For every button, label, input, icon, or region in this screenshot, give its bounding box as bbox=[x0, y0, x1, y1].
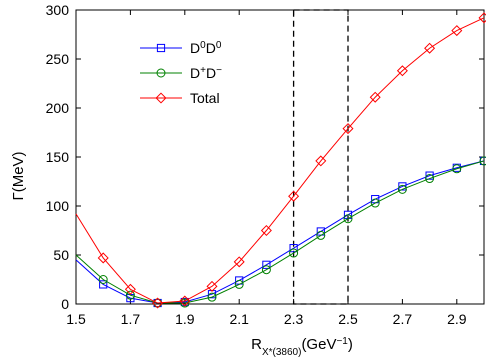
legend-label-superscript: 0 bbox=[216, 40, 222, 51]
x-tick-label: 1.9 bbox=[175, 311, 195, 327]
data-point bbox=[156, 68, 166, 78]
data-point bbox=[425, 171, 434, 180]
data-point bbox=[479, 156, 486, 166]
series-total bbox=[75, 12, 486, 309]
data-point bbox=[233, 256, 245, 268]
data-point bbox=[451, 25, 463, 37]
data-point bbox=[125, 290, 135, 300]
x-tick-label: 1.5 bbox=[66, 311, 86, 327]
data-point bbox=[207, 292, 217, 302]
data-point bbox=[124, 283, 136, 295]
data-point bbox=[262, 260, 271, 269]
x-axis-title: RX*(3860)(GeV−1) bbox=[251, 336, 353, 358]
data-point bbox=[342, 123, 354, 135]
legend-entry: D+D− bbox=[140, 65, 222, 82]
y-tick-label: 50 bbox=[53, 247, 69, 263]
data-point bbox=[315, 155, 327, 167]
legend-label-base: D bbox=[190, 65, 200, 81]
data-point bbox=[98, 275, 108, 284]
data-point bbox=[316, 230, 326, 240]
series-layer bbox=[75, 12, 486, 309]
legend-label-base: Total bbox=[190, 90, 220, 106]
legend-entry: D0D0 bbox=[140, 40, 222, 57]
legend-label-base: D bbox=[206, 65, 216, 81]
data-point bbox=[398, 182, 407, 191]
data-point bbox=[289, 248, 299, 258]
data-point bbox=[180, 298, 190, 308]
data-point bbox=[99, 280, 108, 289]
series-line bbox=[75, 160, 485, 304]
y-tick-label: 150 bbox=[46, 149, 70, 165]
tick-labels: 1.5 1.7 1.9 2.1 2.3 2.5 2.7 2.9 0 50 100 150 200 250 3… bbox=[46, 2, 467, 327]
legend-label: D0D0 bbox=[190, 40, 222, 57]
x-axis-title-units-close: ) bbox=[348, 336, 353, 353]
data-point bbox=[425, 174, 435, 184]
x-axis-title-subscript: X*(3860) bbox=[262, 347, 301, 358]
x-axis-title-units-exponent: −1 bbox=[336, 336, 348, 347]
x-tick-label: 2.1 bbox=[229, 311, 249, 327]
legend-label-superscript: + bbox=[200, 65, 206, 76]
x-tick-label: 1.7 bbox=[121, 311, 141, 327]
x-tick-label: 2.7 bbox=[393, 311, 413, 327]
x-tick-label: 2.5 bbox=[338, 311, 358, 327]
data-point bbox=[343, 214, 353, 224]
y-tick-label: 100 bbox=[46, 198, 70, 214]
data-point bbox=[452, 164, 462, 174]
data-point bbox=[97, 252, 109, 264]
y-tick-label: 200 bbox=[46, 100, 70, 116]
data-point bbox=[156, 43, 166, 53]
x-tick-label: 2.9 bbox=[447, 311, 467, 327]
legend-label: Total bbox=[190, 90, 220, 106]
legend-label-base: D bbox=[206, 40, 216, 56]
x-axis-title-units: (GeV bbox=[301, 336, 336, 353]
x-tick-label: 2.3 bbox=[284, 311, 304, 327]
data-point bbox=[369, 91, 381, 103]
y-tick-label: 250 bbox=[46, 51, 70, 67]
data-point bbox=[396, 65, 408, 77]
legend-label: D+D− bbox=[190, 65, 222, 82]
data-point bbox=[260, 224, 272, 237]
data-point bbox=[289, 244, 298, 253]
legend-label-superscript: 0 bbox=[200, 40, 206, 51]
data-point bbox=[370, 198, 380, 208]
series-d-d- bbox=[75, 156, 486, 308]
series-line bbox=[75, 160, 485, 304]
data-point bbox=[179, 295, 191, 307]
data-point bbox=[152, 297, 164, 309]
data-point bbox=[261, 265, 271, 275]
x-axis-title-main: R bbox=[251, 336, 262, 353]
data-point bbox=[397, 184, 407, 194]
data-point bbox=[155, 92, 167, 104]
series-line bbox=[75, 17, 485, 304]
legend-label-base: D bbox=[190, 40, 200, 56]
data-point bbox=[424, 42, 436, 54]
data-point bbox=[206, 280, 218, 292]
legend-label-superscript: − bbox=[216, 65, 222, 76]
y-tick-label: 300 bbox=[46, 2, 70, 18]
legend-entry: Total bbox=[140, 90, 220, 106]
data-point bbox=[288, 190, 300, 202]
y-tick-label: 0 bbox=[61, 296, 69, 312]
data-point bbox=[478, 12, 486, 24]
data-point bbox=[234, 279, 244, 289]
y-axis-title: Γ(MeV) bbox=[10, 151, 27, 200]
